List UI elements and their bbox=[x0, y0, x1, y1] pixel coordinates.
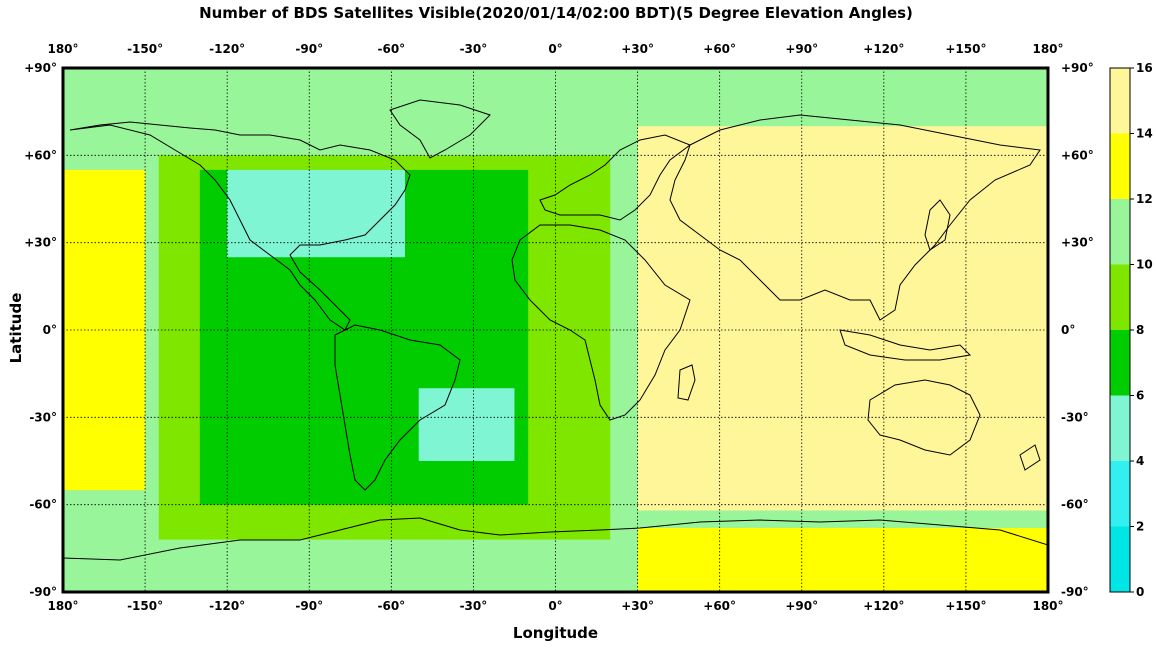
lon-ticks-top: 180° -150° -120° -90° -60° -30° 0° +30° +60° +90°… bbox=[47, 42, 1063, 56]
coast-greenland bbox=[389, 99, 491, 159]
coast-asia bbox=[669, 114, 1041, 321]
lon-tick-label: -120° bbox=[209, 599, 245, 613]
coast-japan bbox=[924, 199, 951, 251]
colorbar-tick-label: 12 bbox=[1136, 192, 1153, 206]
lon-tick-label: -150° bbox=[127, 42, 163, 56]
region-asia-africa-pacific bbox=[637, 120, 1048, 511]
colorbar-band bbox=[1110, 526, 1130, 592]
lon-tick-label: 180° bbox=[47, 42, 78, 56]
lat-tick-label: 0° bbox=[43, 323, 57, 337]
colorbar-tick-label: 16 bbox=[1136, 61, 1153, 75]
lat-tick-label: +60° bbox=[1061, 148, 1094, 162]
lon-tick-label: 180° bbox=[47, 599, 78, 613]
lon-tick-label: 180° bbox=[1032, 42, 1063, 56]
lat-tick-label: -30° bbox=[29, 410, 57, 424]
colorbar-tick-label: 2 bbox=[1136, 520, 1144, 534]
colorbar-band bbox=[1110, 199, 1130, 265]
lon-tick-label: +90° bbox=[785, 42, 818, 56]
lon-tick-label: -120° bbox=[209, 42, 245, 56]
colorbar-tick-label: 10 bbox=[1136, 258, 1153, 272]
lat-tick-label: -90° bbox=[29, 585, 57, 599]
lon-tick-label: +30° bbox=[621, 42, 654, 56]
lat-tick-label: -90° bbox=[1061, 585, 1089, 599]
coast-new-zealand bbox=[1019, 444, 1041, 471]
colorbar-band bbox=[1110, 395, 1130, 461]
colorbar-band bbox=[1110, 68, 1130, 134]
lon-tick-label: -150° bbox=[127, 599, 163, 613]
lon-tick-label: -30° bbox=[460, 599, 488, 613]
lon-tick-label: -30° bbox=[460, 42, 488, 56]
lon-tick-label: +150° bbox=[945, 42, 986, 56]
lat-tick-label: +90° bbox=[24, 61, 57, 75]
region-south-atlantic-patch bbox=[418, 388, 515, 461]
lat-tick-label: 0° bbox=[1061, 323, 1075, 337]
lat-tick-label: +30° bbox=[1061, 236, 1094, 250]
lon-tick-label: -60° bbox=[377, 42, 405, 56]
region-antarctic-east bbox=[637, 527, 1048, 592]
colorbar-band bbox=[1110, 133, 1130, 199]
coast-antarctica bbox=[63, 517, 1048, 561]
lat-tick-label: +60° bbox=[24, 148, 57, 162]
colorbar-tick-label: 14 bbox=[1136, 127, 1153, 141]
region-pacific-west bbox=[63, 169, 146, 491]
lon-tick-label: 0° bbox=[548, 599, 562, 613]
coast-africa bbox=[511, 224, 691, 421]
lon-tick-label: +120° bbox=[863, 599, 904, 613]
lat-tick-label: +30° bbox=[24, 236, 57, 250]
visibility-field bbox=[63, 68, 1048, 592]
lat-tick-label: -30° bbox=[1061, 410, 1089, 424]
lon-tick-label: +90° bbox=[785, 599, 818, 613]
lon-tick-label: +150° bbox=[945, 599, 986, 613]
coast-australia bbox=[867, 379, 981, 456]
coast-southeast-asia bbox=[839, 329, 972, 361]
colorbar: 16 14 12 10 8 6 4 2 0 bbox=[1109, 61, 1153, 599]
lon-tick-label: -90° bbox=[295, 42, 323, 56]
lat-ticks-right: +90° +60° +30° 0° -30° -60° -90° bbox=[1061, 61, 1094, 599]
colorbar-tick-label: 4 bbox=[1136, 454, 1144, 468]
lon-tick-label: +30° bbox=[621, 599, 654, 613]
lon-tick-label: -60° bbox=[377, 599, 405, 613]
colorbar-band bbox=[1110, 461, 1130, 527]
map-frame bbox=[61, 66, 1050, 594]
lon-tick-label: +60° bbox=[703, 42, 736, 56]
lat-tick-label: +90° bbox=[1061, 61, 1094, 75]
colorbar-band bbox=[1110, 330, 1130, 396]
lon-tick-label: 0° bbox=[548, 42, 562, 56]
colorbar-band bbox=[1110, 264, 1130, 330]
coastlines bbox=[63, 99, 1048, 561]
lat-ticks-left: +90° +60° +30° 0° -30° -60° -90° bbox=[24, 61, 57, 599]
lon-tick-label: -90° bbox=[295, 599, 323, 613]
colorbar-tick-label: 0 bbox=[1136, 585, 1144, 599]
lon-tick-label: 180° bbox=[1032, 599, 1063, 613]
coast-south-america bbox=[334, 324, 461, 491]
lon-tick-label: +60° bbox=[703, 599, 736, 613]
coast-north-america bbox=[69, 121, 411, 331]
coast-europe bbox=[539, 134, 692, 221]
coast-madagascar bbox=[677, 364, 696, 401]
map-title: Number of BDS Satellites Visible(2020/01… bbox=[199, 4, 913, 22]
lon-ticks-bottom: 180° -150° -120° -90° -60° -30° 0° +30° +60° +90°… bbox=[47, 599, 1063, 613]
colorbar-tick-label: 6 bbox=[1136, 389, 1144, 403]
colorbar-tick-label: 8 bbox=[1136, 323, 1144, 337]
lon-tick-label: +120° bbox=[863, 42, 904, 56]
region-north-america-patch bbox=[227, 169, 406, 258]
lat-tick-label: -60° bbox=[29, 498, 57, 512]
lat-tick-label: -60° bbox=[1061, 498, 1089, 512]
x-axis-label: Longitude bbox=[512, 624, 599, 642]
